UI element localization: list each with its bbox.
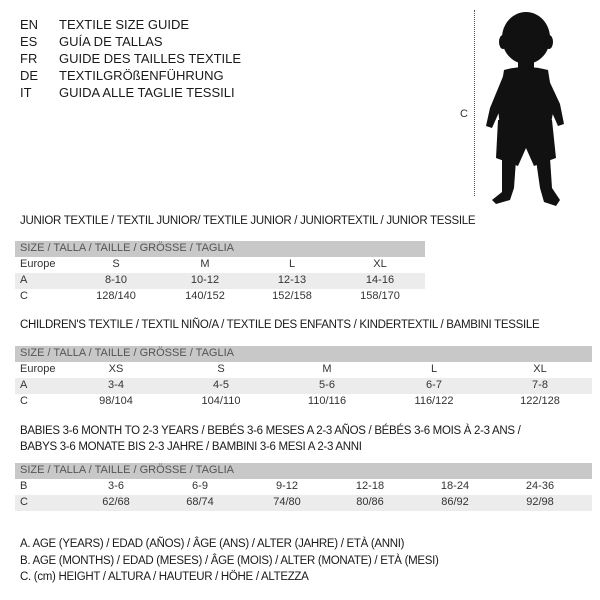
babies-title-line2: BABYS 3-6 MONATE BIS 2-3 JAHRE / BAMBINI…	[20, 441, 362, 453]
table-row: B 3-6 6-9 9-12 12-18 18-24 24-36	[15, 479, 592, 495]
lang-es: ES GUÍA DE TALLAS	[20, 33, 163, 50]
table-cell: 18-24	[440, 480, 470, 492]
table-cell: 10-12	[190, 274, 220, 286]
lang-title: GUÍA DE TALLAS	[59, 34, 163, 49]
table-cell: 12-13	[277, 274, 307, 286]
table-cell: 140/152	[185, 290, 225, 302]
table-cell: 24-36	[525, 480, 555, 492]
lang-code: FR	[20, 51, 38, 66]
babies-size-table: SIZE / TALLA / TAILLE / GRÖSSE / TAGLIA B…	[15, 463, 592, 511]
children-size-table: SIZE / TALLA / TAILLE / GRÖSSE / TAGLIA E…	[15, 346, 592, 410]
baby-silhouette-icon	[486, 12, 564, 206]
table-cell: S	[217, 363, 225, 375]
table-cell: 4-5	[213, 379, 229, 391]
table-row: Europe S M L XL	[15, 257, 425, 273]
legend-a: A. AGE (YEARS) / EDAD (AÑOS) / ÂGE (ANS)…	[20, 538, 405, 550]
table-cell: XS	[108, 363, 124, 375]
table-row: C 62/68 68/74 74/80 80/86 86/92 92/98	[15, 495, 592, 511]
children-title: CHILDREN'S TEXTILE / TEXTIL NIÑO/A / TEX…	[20, 319, 540, 331]
table-cell: 3-6	[108, 480, 124, 492]
lang-title: GUIDE DES TAILLES TEXTILE	[59, 51, 242, 66]
height-measure-line	[474, 10, 475, 196]
table-cell: 3-4	[108, 379, 124, 391]
table-cell: 128/140	[96, 290, 136, 302]
table-row: C 98/104 104/110 110/116 116/122 122/128	[15, 394, 592, 410]
table-row: A 3-4 4-5 5-6 6-7 7-8	[15, 378, 592, 394]
table-cell: 12-18	[355, 480, 385, 492]
table-cell: 62/68	[102, 496, 130, 508]
row-label: A	[20, 379, 28, 391]
table-row: C 128/140 140/152 152/158 158/170	[15, 289, 425, 305]
table-cell: 116/122	[414, 395, 454, 407]
table-cell: 7-8	[532, 379, 548, 391]
table-cell: M	[200, 258, 210, 270]
row-label: C	[20, 290, 28, 302]
table-cell: 152/158	[272, 290, 312, 302]
table-cell: 122/128	[520, 395, 560, 407]
lang-title: TEXTILGRÖßENFÜHRUNG	[59, 68, 224, 83]
table-cell: 86/92	[441, 496, 469, 508]
table-row: A 8-10 10-12 12-13 14-16	[15, 273, 425, 289]
height-measure-label: C	[460, 108, 468, 120]
table-cell: 104/110	[201, 395, 241, 407]
row-label: A	[20, 274, 28, 286]
table-header: SIZE / TALLA / TAILLE / GRÖSSE / TAGLIA	[15, 346, 592, 362]
table-cell: XL	[373, 258, 387, 270]
lang-title: GUIDA ALLE TAGLIE TESSILI	[59, 85, 235, 100]
table-header: SIZE / TALLA / TAILLE / GRÖSSE / TAGLIA	[15, 241, 425, 257]
table-cell: L	[430, 363, 438, 375]
lang-de: DE TEXTILGRÖßENFÜHRUNG	[20, 67, 224, 84]
row-label: B	[20, 480, 28, 492]
lang-code: DE	[20, 68, 39, 83]
table-cell: 9-12	[275, 480, 299, 492]
header-label: SIZE / TALLA / TAILLE / GRÖSSE / TAGLIA	[20, 464, 234, 476]
table-cell: 14-16	[365, 274, 395, 286]
table-cell: 110/116	[307, 395, 347, 407]
table-cell: XL	[533, 363, 547, 375]
table-cell: 98/104	[99, 395, 133, 407]
legend-c: C. (cm) HEIGHT / ALTURA / HAUTEUR / HÖHE…	[20, 571, 309, 583]
table-cell: 92/98	[526, 496, 554, 508]
lang-en: EN TEXTILE SIZE GUIDE	[20, 16, 189, 33]
lang-code: IT	[20, 85, 32, 100]
table-cell: 6-7	[426, 379, 442, 391]
lang-code: ES	[20, 34, 38, 49]
table-cell: 8-10	[104, 274, 128, 286]
table-row: Europe XS S M L XL	[15, 362, 592, 378]
lang-fr: FR GUIDE DES TAILLES TEXTILE	[20, 50, 241, 67]
lang-it: IT GUIDA ALLE TAGLIE TESSILI	[20, 84, 235, 101]
row-label: Europe	[20, 363, 56, 375]
table-cell: 6-9	[192, 480, 208, 492]
legend-b: B. AGE (MONTHS) / EDAD (MESES) / ÂGE (MO…	[20, 555, 439, 567]
table-header: SIZE / TALLA / TAILLE / GRÖSSE / TAGLIA	[15, 463, 592, 479]
header-label: SIZE / TALLA / TAILLE / GRÖSSE / TAGLIA	[20, 347, 234, 359]
table-cell: 80/86	[356, 496, 384, 508]
table-cell: L	[288, 258, 296, 270]
lang-title: TEXTILE SIZE GUIDE	[59, 17, 190, 32]
table-cell: 68/74	[186, 496, 214, 508]
babies-title-line1: BABIES 3-6 MONTH TO 2-3 YEARS / BEBÉS 3-…	[20, 425, 521, 437]
junior-size-table: SIZE / TALLA / TAILLE / GRÖSSE / TAGLIA E…	[15, 241, 425, 305]
table-cell: 74/80	[273, 496, 301, 508]
row-label: C	[20, 496, 28, 508]
table-cell: S	[112, 258, 120, 270]
table-cell: 5-6	[319, 379, 335, 391]
header-label: SIZE / TALLA / TAILLE / GRÖSSE / TAGLIA	[20, 242, 234, 254]
junior-title: JUNIOR TEXTILE / TEXTIL JUNIOR/ TEXTILE …	[20, 215, 476, 227]
row-label: C	[20, 395, 28, 407]
table-cell: 158/170	[360, 290, 400, 302]
table-cell: M	[322, 363, 332, 375]
lang-code: EN	[20, 17, 39, 32]
row-label: Europe	[20, 258, 56, 270]
